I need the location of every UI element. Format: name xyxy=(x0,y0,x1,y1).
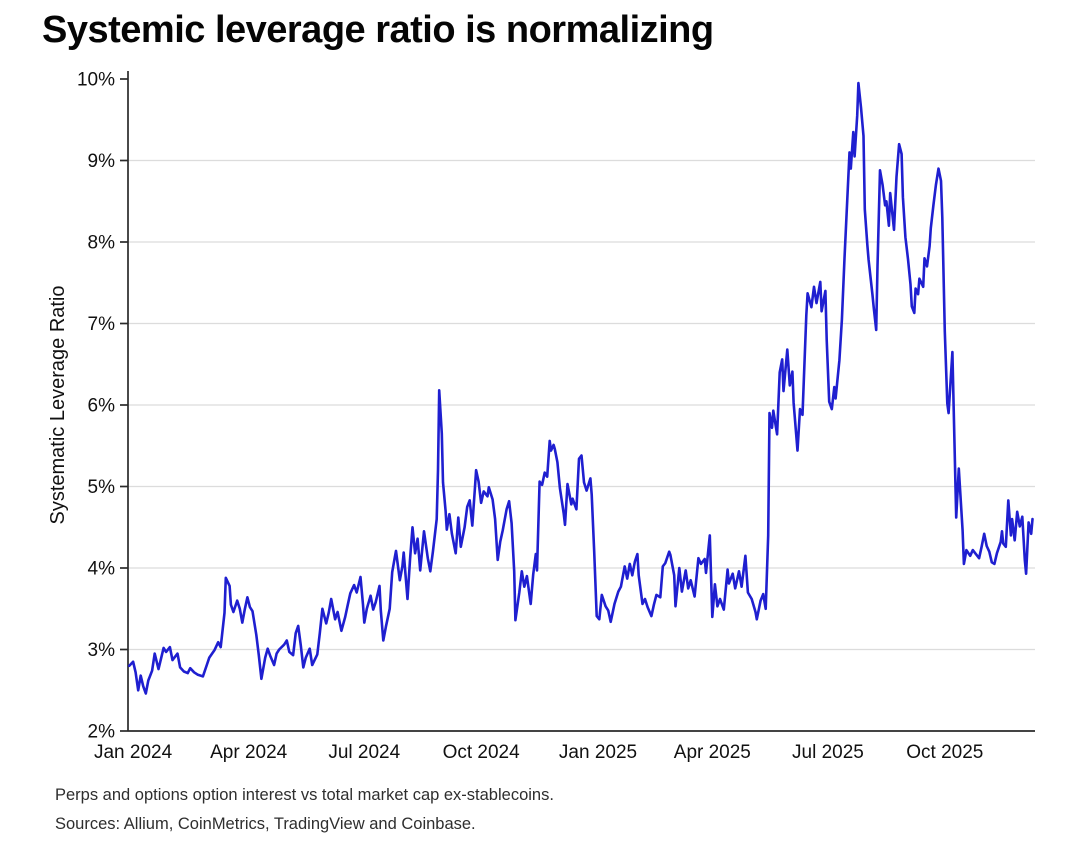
x-tick-label: Oct 2024 xyxy=(443,742,521,763)
x-tick-label: Jul 2025 xyxy=(792,742,864,763)
y-tick-label: 4% xyxy=(88,559,116,580)
y-tick-label: 6% xyxy=(88,396,116,417)
y-tick-label: 10% xyxy=(77,70,115,91)
x-tick-label: Apr 2024 xyxy=(210,742,288,763)
leverage-ratio-series-line xyxy=(128,81,1034,695)
x-tick-label: Jan 2025 xyxy=(559,742,637,763)
y-tick-label: 7% xyxy=(88,314,116,335)
y-axis-title: Systematic Leverage Ratio xyxy=(47,285,69,524)
x-tick-label: Apr 2025 xyxy=(674,742,751,763)
x-tick-label: Jul 2024 xyxy=(328,742,400,763)
footnote-definition: Perps and options option interest vs tot… xyxy=(55,786,554,804)
y-tick-label: 9% xyxy=(88,151,116,172)
y-tick-label: 3% xyxy=(88,640,116,661)
footnote-sources: Sources: Allium, CoinMetrics, TradingVie… xyxy=(55,815,476,833)
y-tick-label: 5% xyxy=(88,477,116,498)
page-title: Systemic leverage ratio is normalizing xyxy=(42,9,714,51)
x-tick-label: Oct 2025 xyxy=(906,742,983,763)
y-tick-label: 8% xyxy=(88,233,116,254)
y-tick-label: 2% xyxy=(88,722,116,743)
x-tick-label: Jan 2024 xyxy=(94,742,173,763)
